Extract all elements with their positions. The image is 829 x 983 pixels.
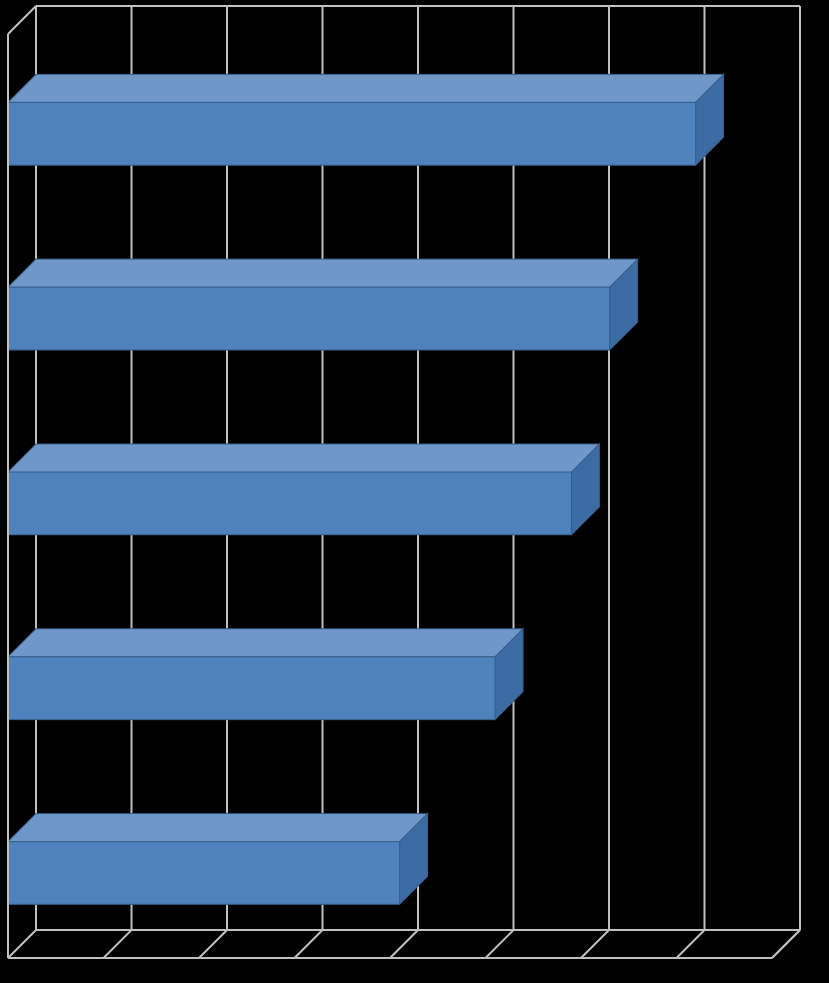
bar-top bbox=[8, 74, 724, 102]
bar-front bbox=[8, 842, 400, 905]
bar-top bbox=[8, 629, 523, 657]
bar-chart-3d bbox=[0, 0, 829, 983]
bar-top bbox=[8, 814, 428, 842]
bar-top bbox=[8, 444, 599, 472]
bar-front bbox=[8, 657, 495, 720]
bar-top bbox=[8, 259, 638, 287]
bar-front bbox=[8, 287, 610, 350]
bar-front bbox=[8, 472, 571, 535]
bar-front bbox=[8, 102, 696, 165]
